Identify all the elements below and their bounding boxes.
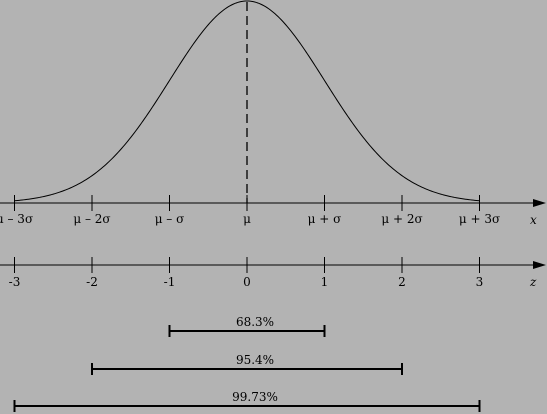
interval-label: 95.4%	[236, 353, 274, 367]
z-tick-label: -2	[86, 275, 98, 289]
x-axis: μ – 3σ μ – 2σ μ – σ μ μ + σ μ + 2σ μ + 3σ x	[0, 195, 546, 227]
z-axis: -3 -2 -1 0 1 2 3 z	[0, 257, 546, 289]
z-tick-label: 2	[398, 275, 406, 289]
interval-label: 99.73%	[232, 390, 278, 404]
z-tick-label: 0	[243, 275, 251, 289]
x-axis-label: x	[530, 213, 537, 227]
interval-bar: 95.4%	[91, 353, 403, 375]
z-tick-label: 3	[476, 275, 484, 289]
x-tick-label: μ – 3σ	[0, 212, 33, 226]
x-axis-arrowhead	[533, 199, 546, 207]
z-tick-label: 1	[321, 275, 329, 289]
z-axis-ticks: -3 -2 -1 0 1 2 3	[9, 257, 484, 289]
x-tick-label: μ	[243, 212, 251, 226]
z-tick-label: -3	[9, 275, 21, 289]
z-axis-arrowhead	[533, 261, 546, 269]
x-tick-label: μ + 2σ	[381, 212, 422, 226]
x-tick-label: μ – σ	[155, 212, 185, 226]
x-tick-label: μ – 2σ	[73, 212, 110, 226]
x-tick-label: μ + 3σ	[459, 212, 500, 226]
interval-bar: 68.3%	[168, 315, 326, 337]
bell-curve	[14, 0, 480, 202]
x-axis-ticks: μ – 3σ μ – 2σ μ – σ μ μ + σ μ + 2σ μ + 3σ	[0, 195, 500, 226]
interval-bar: 99.73%	[13, 390, 481, 412]
x-tick-label: μ + σ	[308, 212, 342, 226]
z-tick-label: -1	[164, 275, 176, 289]
probability-intervals: 68.3% 95.4% 99.73%	[13, 315, 481, 412]
interval-label: 68.3%	[236, 315, 274, 329]
z-axis-label: z	[529, 275, 537, 289]
